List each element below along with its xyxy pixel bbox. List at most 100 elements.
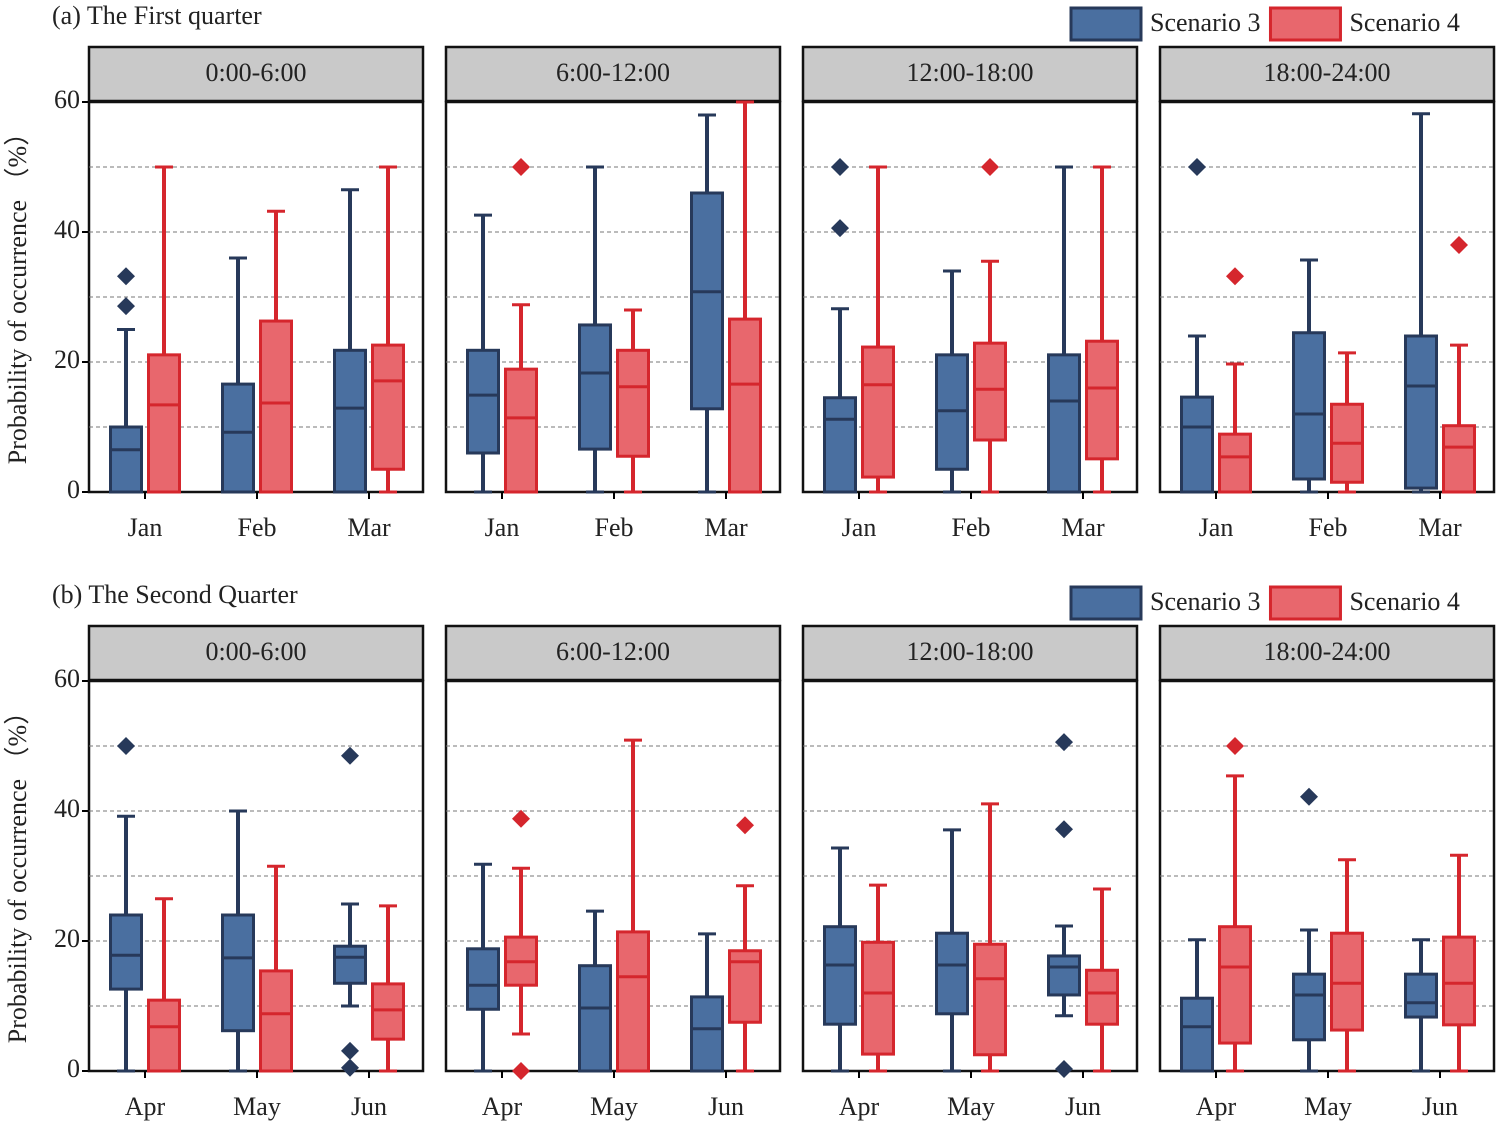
strip-label: 18:00-24:00: [1263, 637, 1390, 666]
box: [1404, 972, 1438, 1019]
box: [973, 942, 1007, 1057]
box: [1047, 954, 1081, 997]
outlier: [1450, 236, 1468, 254]
legend-key: [1268, 585, 1342, 621]
strip-label: 18:00-24:00: [1263, 58, 1390, 87]
strip: [1158, 45, 1496, 103]
legend-label: Scenario 3: [1150, 587, 1260, 616]
box: [616, 348, 650, 458]
plot-area: [1158, 100, 1496, 494]
box: [823, 396, 857, 494]
x-tick-label: Jun: [1065, 1092, 1101, 1121]
plot-area: [87, 679, 425, 1073]
box: [973, 341, 1007, 442]
box: [147, 353, 181, 494]
legend-key: [1268, 6, 1342, 42]
box: [1180, 395, 1214, 494]
box: [109, 425, 143, 494]
x-tick-label: Jan: [1199, 513, 1234, 542]
strip-label: 12:00-18:00: [906, 58, 1033, 87]
outlier: [512, 809, 530, 828]
strip: [87, 624, 425, 682]
box: [861, 940, 895, 1056]
x-tick-label: Feb: [952, 513, 991, 542]
y-axis-label: Probability of occurrence （%）: [3, 120, 32, 464]
box: [1047, 353, 1081, 494]
y-tick-label: 20: [54, 345, 80, 374]
x-tick-label: Jan: [842, 513, 877, 542]
box: [466, 947, 500, 1011]
box: [504, 367, 538, 494]
box: [823, 925, 857, 1026]
plot-area: [801, 100, 1139, 494]
box: [221, 913, 255, 1033]
x-tick-label: Mar: [704, 513, 748, 542]
outlier: [341, 746, 359, 765]
box: [333, 944, 367, 985]
box: [109, 913, 143, 991]
box: [1442, 424, 1476, 494]
box: [371, 343, 405, 471]
strip-label: 0:00-6:00: [205, 58, 306, 87]
box: [1292, 972, 1326, 1042]
outlier: [1226, 267, 1244, 286]
outlier: [117, 737, 135, 755]
x-tick-label: Apr: [1196, 1092, 1237, 1121]
strip: [87, 45, 425, 103]
outlier: [831, 158, 849, 176]
x-tick-label: Feb: [1309, 513, 1348, 542]
outlier: [512, 1062, 530, 1080]
legend-label: Scenario 3: [1150, 8, 1260, 37]
y-tick-label: 40: [54, 794, 80, 823]
outlier: [736, 816, 754, 835]
outlier: [117, 297, 135, 316]
strip-label: 6:00-12:00: [556, 58, 670, 87]
strip: [444, 45, 782, 103]
legend-key: [1069, 585, 1143, 621]
box: [221, 382, 255, 494]
outlier: [1226, 737, 1244, 755]
outlier: [831, 219, 849, 238]
outlier: [1055, 820, 1073, 839]
legend-label: Scenario 4: [1349, 587, 1459, 616]
box: [371, 982, 405, 1041]
outlier: [512, 158, 530, 176]
box: [259, 319, 293, 494]
y-axis-label: Probability of occurrence （%）: [3, 699, 32, 1043]
strip: [801, 624, 1139, 682]
outlier: [1300, 787, 1318, 806]
x-tick-label: Apr: [839, 1092, 880, 1121]
outlier: [1188, 158, 1206, 176]
box: [616, 930, 650, 1073]
strip-label: 12:00-18:00: [906, 637, 1033, 666]
strip-label: 0:00-6:00: [205, 637, 306, 666]
x-tick-label: Feb: [238, 513, 277, 542]
box: [466, 348, 500, 455]
box: [1292, 331, 1326, 481]
plot-area: [444, 679, 782, 1073]
x-tick-label: Jan: [485, 513, 520, 542]
x-tick-label: May: [947, 1092, 995, 1121]
y-tick-label: 0: [67, 475, 80, 504]
legend-key: [1069, 6, 1143, 42]
x-tick-label: May: [233, 1092, 281, 1121]
box: [728, 317, 762, 494]
y-tick-label: 20: [54, 924, 80, 953]
x-tick-label: May: [1304, 1092, 1352, 1121]
box: [259, 969, 293, 1073]
box: [690, 995, 724, 1073]
x-tick-label: Apr: [482, 1092, 523, 1121]
strip: [1158, 624, 1496, 682]
box: [333, 348, 367, 494]
x-tick-label: May: [590, 1092, 638, 1121]
box: [1085, 339, 1119, 461]
box: [578, 964, 612, 1073]
outlier: [341, 1058, 359, 1077]
outlier: [117, 267, 135, 286]
box: [1085, 968, 1119, 1026]
x-tick-label: Mar: [1061, 513, 1105, 542]
x-tick-label: Feb: [595, 513, 634, 542]
box: [935, 931, 969, 1016]
